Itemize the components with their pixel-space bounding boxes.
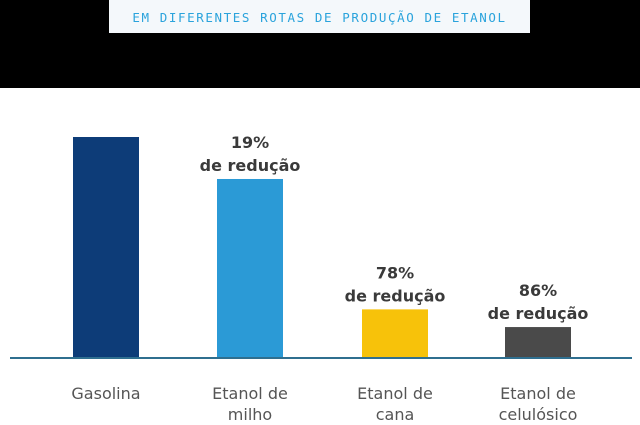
header-band: EM DIFERENTES ROTAS DE PRODUÇÃO DE ETANO… [0,0,640,88]
reduction-percent-label: 86% [519,281,557,300]
category-label: cana [376,405,415,424]
reduction-text-label: de redução [488,304,589,323]
category-label: milho [228,405,272,424]
category-label: Etanol de [500,384,576,403]
bar-3 [362,309,428,358]
reduction-text-label: de redução [345,286,446,305]
category-label: Etanol de [357,384,433,403]
reduction-text-label: de redução [200,156,301,175]
category-label: celulósico [499,405,578,424]
reduction-percent-label: 19% [231,133,269,152]
category-label: Etanol de [212,384,288,403]
bar-2 [217,178,283,358]
bar-1 [73,137,139,358]
bar-4 [505,327,571,358]
chart-subtitle: EM DIFERENTES ROTAS DE PRODUÇÃO DE ETANO… [132,10,507,25]
category-label: Gasolina [71,384,140,403]
title-strip: EM DIFERENTES ROTAS DE PRODUÇÃO DE ETANO… [109,0,530,33]
reduction-percent-label: 78% [376,263,414,282]
